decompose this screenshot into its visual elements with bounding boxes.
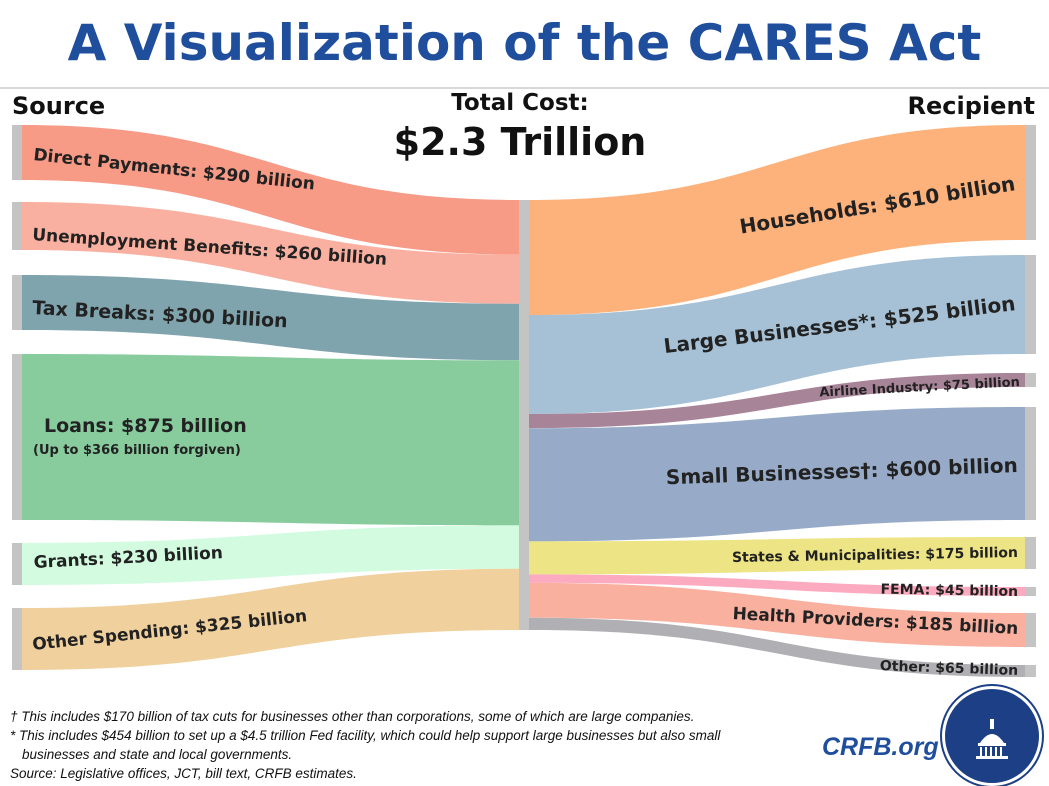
source-label-3: Loans: $875 billion [44,415,247,437]
crfb-logo [942,686,1042,786]
flow-recipient-3 [529,407,1025,542]
footnote-asterisk-cont: businesses and state and local governmen… [22,747,293,762]
recipient-label-5: FEMA: $45 billion [880,582,1018,600]
capitol-dome-icon [976,719,1008,759]
source-note: Source: Legislative offices, JCT, bill t… [10,766,357,781]
flow-recipient-2 [529,373,1025,429]
source-node-5 [12,608,22,670]
recipient-node-7 [1025,665,1036,677]
recipient-label-7: Other: $65 billion [880,658,1019,679]
recipient-node-4 [1025,537,1036,569]
flow-source-5 [22,568,519,670]
flow-source-0 [22,125,519,255]
total-cost: Total Cost: $2.3 Trillion [380,90,660,164]
recipient-node-3 [1025,407,1036,520]
flow-recipient-7 [529,617,1025,677]
divider [0,87,1049,89]
flow-source-4 [22,525,519,585]
source-node-1 [12,202,22,250]
recipient-node-6 [1025,613,1036,647]
flow-source-1 [22,202,519,304]
source-node-2 [12,275,22,330]
flow-recipient-1 [529,255,1025,415]
footnote-dagger: † This includes $170 billion of tax cuts… [10,709,695,724]
source-header: Source [12,92,106,120]
flow-recipient-5 [529,574,1025,596]
source-node-4 [12,543,22,585]
source-sublabel-3: (Up to $366 billion forgiven) [33,443,241,458]
source-node-0 [12,125,22,180]
recipient-node-0 [1025,125,1036,240]
recipient-label-4: States & Municipalities: $175 billion [732,545,1018,566]
source-node-3 [12,354,22,520]
total-cost-label: Total Cost: [451,90,589,116]
flow-recipient-4 [529,537,1025,575]
recipient-header: Recipient [907,92,1035,120]
total-node [519,200,529,630]
flow-source-2 [22,275,519,361]
flow-source-3 [22,354,519,526]
flow-recipient-6 [529,582,1025,647]
sankey-chart: Direct Payments: $290 billionUnemploymen… [12,125,1036,679]
flow-recipient-0 [529,125,1025,316]
footnotes: † This includes $170 billion of tax cuts… [10,707,720,783]
total-cost-value: $2.3 Trillion [393,120,647,164]
recipient-node-1 [1025,255,1036,354]
page-title: A Visualization of the CARES Act [67,14,982,72]
recipient-node-5 [1025,587,1036,596]
footnote-asterisk: * This includes $454 billion to set up a… [10,728,721,743]
recipient-node-2 [1025,373,1036,387]
crfb-link[interactable]: CRFB.org [822,733,939,761]
